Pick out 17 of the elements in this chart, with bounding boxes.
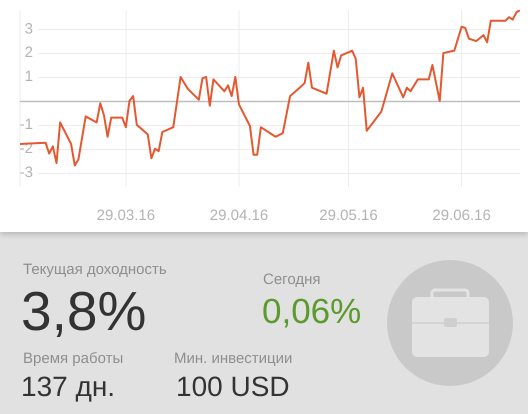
x-tick-label: 29.04.16 [210, 207, 268, 224]
text: 0,06% [262, 292, 362, 331]
text: Время работы [23, 350, 124, 367]
y-tick-label: 1 [24, 68, 33, 86]
y-tick-label: 3 [24, 20, 33, 38]
text: 137 дн. [21, 371, 116, 402]
text: Мин. инвестиции [174, 350, 292, 367]
y-tick-label: -3 [20, 164, 33, 181]
x-tick-label: 29.05.16 [319, 207, 378, 224]
text: Текущая доходность [23, 261, 167, 278]
text: 3,8% [21, 280, 146, 342]
text: 100 USD [176, 371, 290, 402]
x-tick-label: 29.03.16 [96, 207, 156, 224]
x-tick-label: 29.06.16 [432, 207, 491, 224]
y-tick-label: -1 [20, 116, 33, 133]
text: Сегодня [263, 271, 320, 288]
y-tick-label: 2 [24, 44, 33, 62]
